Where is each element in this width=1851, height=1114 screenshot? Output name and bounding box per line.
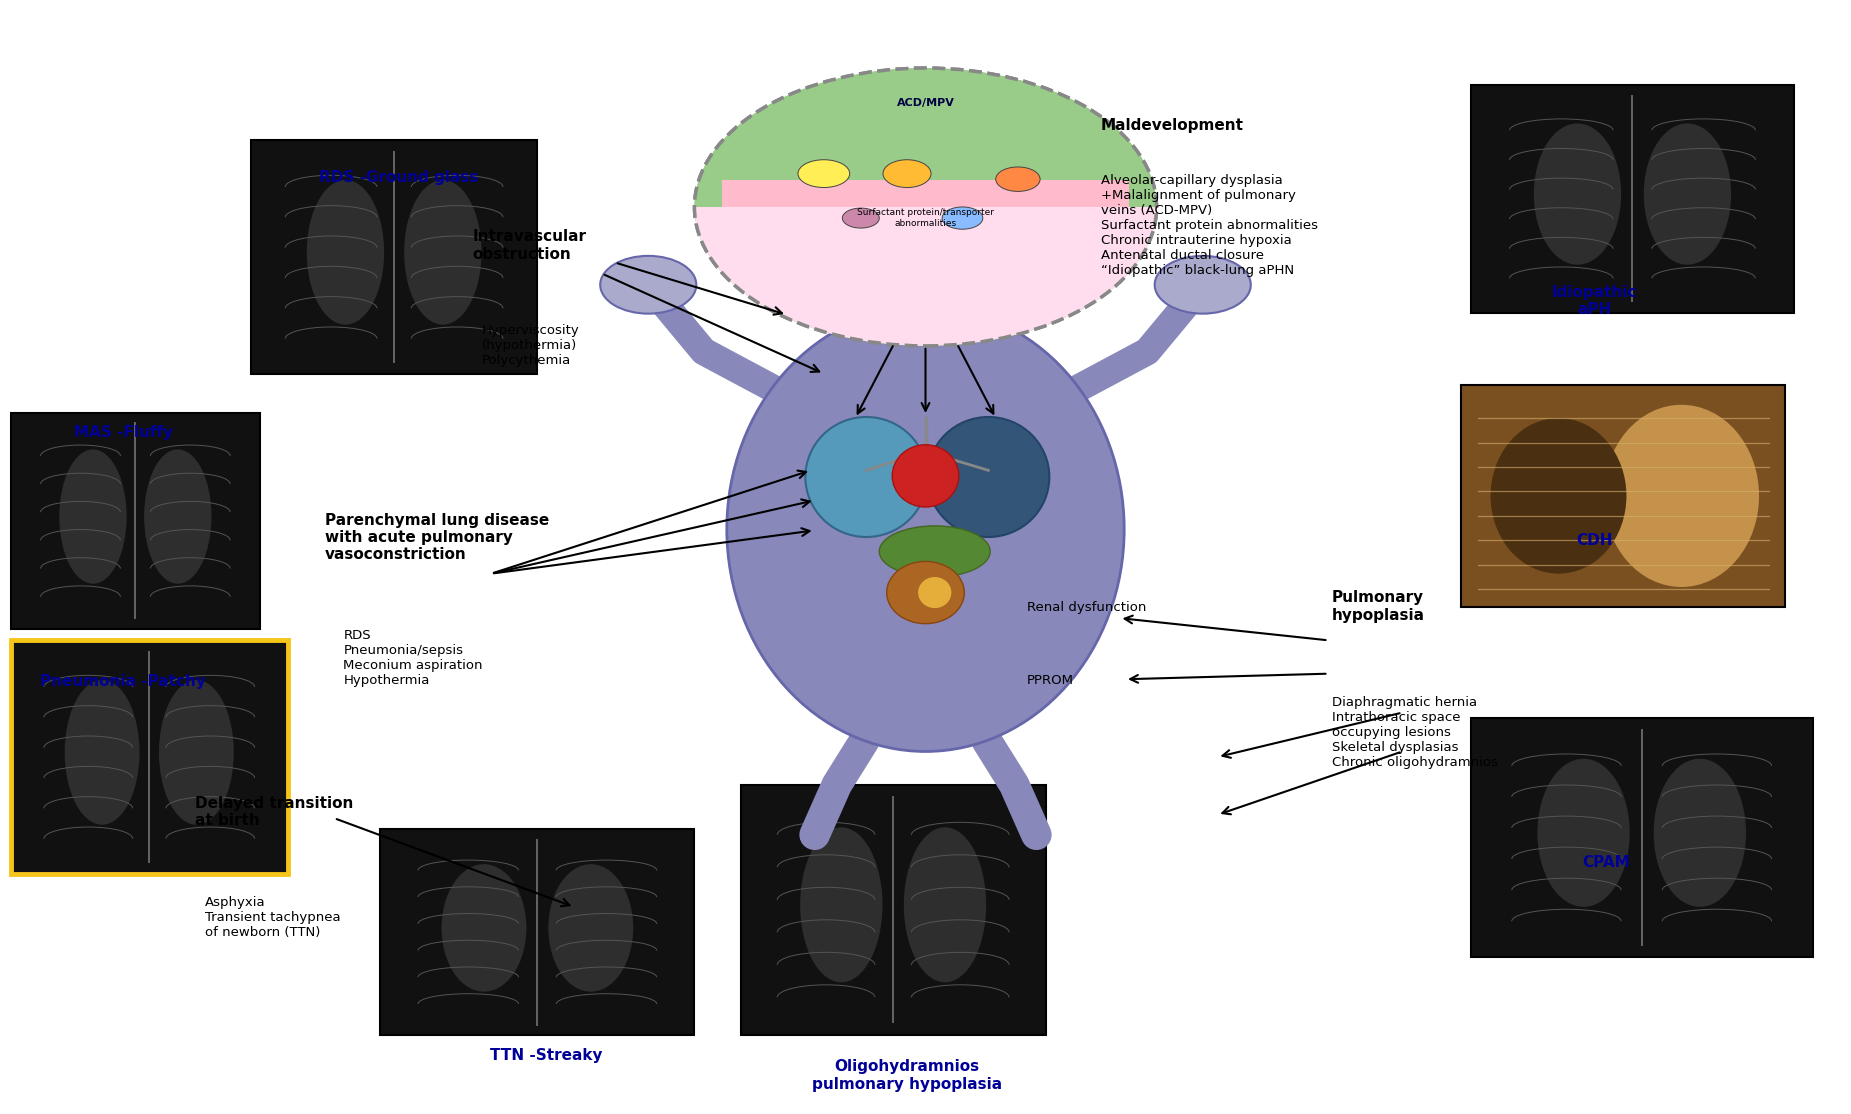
Ellipse shape xyxy=(798,159,850,187)
Text: TTN -Streaky: TTN -Streaky xyxy=(491,1048,603,1063)
Ellipse shape xyxy=(879,526,990,577)
Circle shape xyxy=(694,68,1157,345)
Text: Idiopathic
aPH: Idiopathic aPH xyxy=(1551,285,1638,317)
Ellipse shape xyxy=(144,449,211,584)
Text: Alveolar-capillary dysplasia
+Malalignment of pulmonary
veins (ACD-MPV)
Surfacta: Alveolar-capillary dysplasia +Malalignme… xyxy=(1101,174,1318,276)
Ellipse shape xyxy=(883,159,931,187)
Bar xyxy=(11,641,289,873)
Ellipse shape xyxy=(1603,404,1758,587)
Text: Pulmonary
hypoplasia: Pulmonary hypoplasia xyxy=(1333,590,1425,623)
Bar xyxy=(11,412,261,629)
Circle shape xyxy=(600,256,696,314)
Ellipse shape xyxy=(942,207,983,229)
Bar xyxy=(1472,719,1812,957)
Text: RDS
Pneumonia/sepsis
Meconium aspiration
Hypothermia: RDS Pneumonia/sepsis Meconium aspiration… xyxy=(342,629,483,687)
Ellipse shape xyxy=(65,680,139,824)
Text: PPROM: PPROM xyxy=(1027,674,1074,686)
Text: MAS -Fluffy: MAS -Fluffy xyxy=(74,424,172,440)
Ellipse shape xyxy=(59,449,126,584)
Wedge shape xyxy=(694,207,1157,345)
Ellipse shape xyxy=(442,864,526,991)
Ellipse shape xyxy=(842,208,879,228)
Ellipse shape xyxy=(805,417,927,537)
Ellipse shape xyxy=(807,170,1044,321)
Circle shape xyxy=(1155,256,1251,314)
Text: Diaphragmatic hernia
Intrathoracic space
occupying lesions
Skeletal dysplasias
C: Diaphragmatic hernia Intrathoracic space… xyxy=(1333,696,1497,769)
Ellipse shape xyxy=(307,180,385,324)
Text: Parenchymal lung disease
with acute pulmonary
vasoconstriction: Parenchymal lung disease with acute pulm… xyxy=(324,512,550,563)
Bar xyxy=(1472,85,1794,313)
Ellipse shape xyxy=(1644,124,1731,265)
Ellipse shape xyxy=(927,417,1050,537)
Text: Asphyxia
Transient tachypnea
of newborn (TTN): Asphyxia Transient tachypnea of newborn … xyxy=(205,896,341,939)
Text: CPAM: CPAM xyxy=(1583,854,1629,870)
Bar xyxy=(722,180,1129,227)
Ellipse shape xyxy=(887,561,964,624)
Text: Hyperviscosity
(hypothermia)
Polycythemia: Hyperviscosity (hypothermia) Polycythemi… xyxy=(481,324,579,367)
Ellipse shape xyxy=(159,680,233,824)
Text: Pneumonia -Patchy: Pneumonia -Patchy xyxy=(41,674,205,688)
Ellipse shape xyxy=(892,444,959,507)
Ellipse shape xyxy=(1653,759,1745,907)
Text: Oligohydramnios
pulmonary hypoplasia: Oligohydramnios pulmonary hypoplasia xyxy=(813,1059,1001,1092)
Ellipse shape xyxy=(800,828,883,983)
Ellipse shape xyxy=(903,828,987,983)
Bar xyxy=(379,829,694,1035)
Bar xyxy=(1462,384,1784,607)
Ellipse shape xyxy=(727,307,1124,752)
Ellipse shape xyxy=(404,180,481,324)
Ellipse shape xyxy=(1534,124,1621,265)
Wedge shape xyxy=(694,68,1157,207)
Ellipse shape xyxy=(996,167,1040,192)
Ellipse shape xyxy=(918,577,951,608)
Text: Maldevelopment: Maldevelopment xyxy=(1101,118,1244,133)
Text: CDH: CDH xyxy=(1577,532,1612,548)
Ellipse shape xyxy=(1490,418,1627,574)
Text: RDS -Ground glass: RDS -Ground glass xyxy=(318,170,478,185)
Text: Renal dysfunction: Renal dysfunction xyxy=(1027,602,1146,615)
Text: ACD/MPV: ACD/MPV xyxy=(896,98,955,108)
Bar xyxy=(740,784,1046,1035)
Text: Intravascular
obstruction: Intravascular obstruction xyxy=(472,229,587,262)
Bar xyxy=(252,140,537,373)
Text: Delayed transition
at birth: Delayed transition at birth xyxy=(196,795,354,829)
Ellipse shape xyxy=(1538,759,1629,907)
Text: Surfactant protein/transporter
abnormalities: Surfactant protein/transporter abnormali… xyxy=(857,208,994,227)
Ellipse shape xyxy=(548,864,633,991)
